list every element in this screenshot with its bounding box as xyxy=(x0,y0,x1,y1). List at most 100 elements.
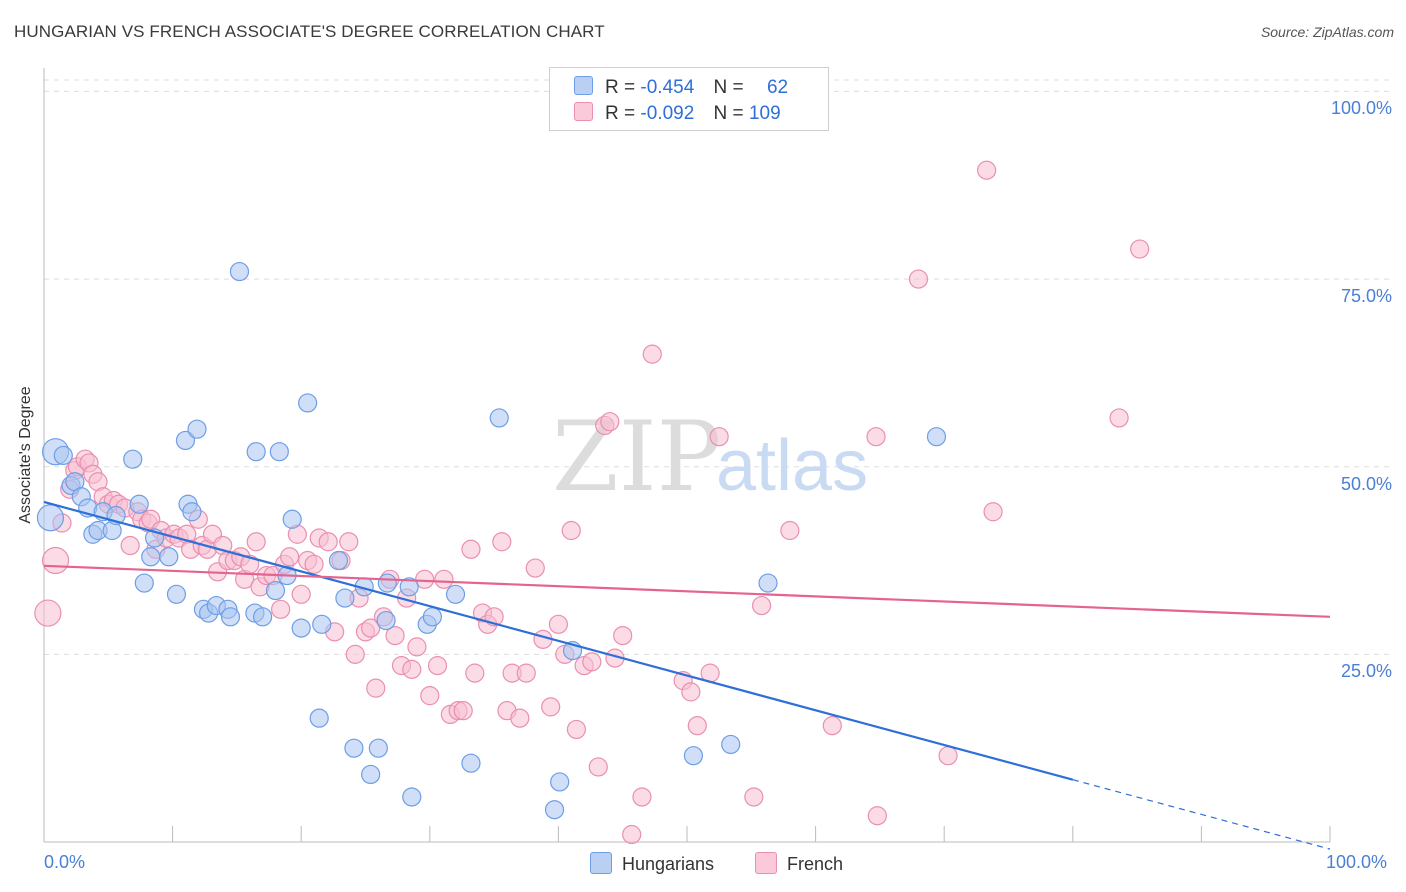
hungarians-point xyxy=(282,509,302,529)
french-point xyxy=(681,682,701,702)
french-point xyxy=(318,532,338,552)
x-tick-max: 100.0% xyxy=(1326,852,1388,872)
hungarians-point xyxy=(159,547,179,567)
hungarians-point xyxy=(53,445,73,466)
legend-french[interactable]: French xyxy=(755,852,843,875)
hungarians-legend-swatch xyxy=(590,852,612,874)
hungarians-point xyxy=(376,610,396,631)
hungarians-point xyxy=(445,584,466,604)
french-point xyxy=(600,412,620,432)
french-point xyxy=(709,427,729,447)
french-point xyxy=(510,708,530,728)
hungarians-point xyxy=(265,580,286,601)
french-point xyxy=(1130,239,1150,259)
french-point xyxy=(622,824,642,845)
french-trend-line xyxy=(43,564,1331,618)
french-point xyxy=(613,625,633,646)
french-point xyxy=(867,806,887,826)
hungarian-points xyxy=(36,261,947,820)
french-point xyxy=(751,595,772,616)
hungarians-point xyxy=(377,573,397,593)
french-legend-label: French xyxy=(787,854,844,874)
french-point xyxy=(420,686,440,706)
hungarians-point xyxy=(298,393,318,413)
hungarians-point xyxy=(368,738,388,758)
french-point xyxy=(632,787,652,807)
hungarians-point xyxy=(422,607,442,627)
french-point xyxy=(280,547,300,567)
legend-row-hungarians: R = -0.454 N = 62 xyxy=(574,76,788,100)
french-point xyxy=(561,520,581,541)
hungarians-point xyxy=(269,442,289,462)
legend-row-french: R = -0.092 N = 109 xyxy=(574,102,781,126)
hungarians-point xyxy=(344,738,364,758)
legend-hungarians[interactable]: Hungarians xyxy=(590,852,714,875)
hungarians-point xyxy=(758,573,778,593)
french-point xyxy=(908,269,929,289)
hungarians-trend-extension xyxy=(1072,779,1331,850)
watermark: ZIP atlas xyxy=(552,401,868,513)
french-point xyxy=(361,618,381,638)
hungarians-legend-label: Hungarians xyxy=(622,854,715,874)
french-point xyxy=(304,554,324,574)
r-label: R = xyxy=(605,77,636,98)
hungarians-point xyxy=(220,607,241,627)
watermark-zip: ZIP xyxy=(552,401,721,513)
hungarians-point xyxy=(328,550,349,571)
hungarians-point xyxy=(175,430,196,451)
french-point xyxy=(461,539,481,559)
hungarians-point xyxy=(721,734,741,755)
hungarians-point xyxy=(399,577,419,597)
hungarians-point xyxy=(36,504,65,532)
french-point xyxy=(541,697,561,717)
french-point xyxy=(866,427,886,447)
french-point xyxy=(120,535,140,556)
hungarians-r-value: -0.454 xyxy=(640,77,695,98)
french-point xyxy=(407,637,427,657)
french-r-value: -0.092 xyxy=(640,103,695,124)
french-point xyxy=(339,532,359,552)
hungarians-point xyxy=(141,547,161,567)
french-n-value: 109 xyxy=(748,103,781,124)
trend-lines xyxy=(43,500,1331,850)
french-swatch xyxy=(574,102,593,121)
french-point xyxy=(345,644,365,664)
hungarians-point xyxy=(402,787,422,807)
french-point xyxy=(977,160,997,180)
n-label: N = xyxy=(713,77,744,98)
french-point xyxy=(415,569,435,589)
y-tick-label: 25.0% xyxy=(1340,661,1392,682)
french-point xyxy=(566,719,587,740)
french-point xyxy=(516,663,536,683)
hungarians-point xyxy=(182,502,202,522)
french-point xyxy=(271,599,291,619)
french-point xyxy=(642,344,662,364)
french-point xyxy=(780,520,800,541)
y-tick-label: 75.0% xyxy=(1340,286,1392,307)
hungarians-point xyxy=(123,449,143,469)
source-label: Source: ZipAtlas.com xyxy=(1260,24,1394,40)
french-point xyxy=(744,787,764,807)
hungarians-point xyxy=(361,764,381,785)
french-point xyxy=(402,659,422,679)
french-point xyxy=(525,558,545,578)
hungarians-point xyxy=(489,408,509,428)
french-point xyxy=(434,569,454,589)
hungarians-swatch xyxy=(574,76,593,95)
french-point xyxy=(582,652,602,672)
french-point xyxy=(588,757,608,777)
french-point xyxy=(291,584,311,604)
french-point xyxy=(822,716,842,736)
french-point xyxy=(366,678,386,698)
hungarians-point xyxy=(253,607,273,627)
french-point xyxy=(41,546,70,575)
french-point xyxy=(385,625,405,646)
r-label: R = xyxy=(605,103,636,124)
french-point xyxy=(492,532,512,552)
x-tick-min: 0.0% xyxy=(44,852,86,872)
y-tick-label: 50.0% xyxy=(1340,473,1392,494)
chart-title: HUNGARIAN VS FRENCH ASSOCIATE'S DEGREE C… xyxy=(14,22,605,41)
french-point xyxy=(246,532,266,552)
hungarians-trend-line xyxy=(43,500,1074,781)
hungarians-point xyxy=(129,494,149,514)
